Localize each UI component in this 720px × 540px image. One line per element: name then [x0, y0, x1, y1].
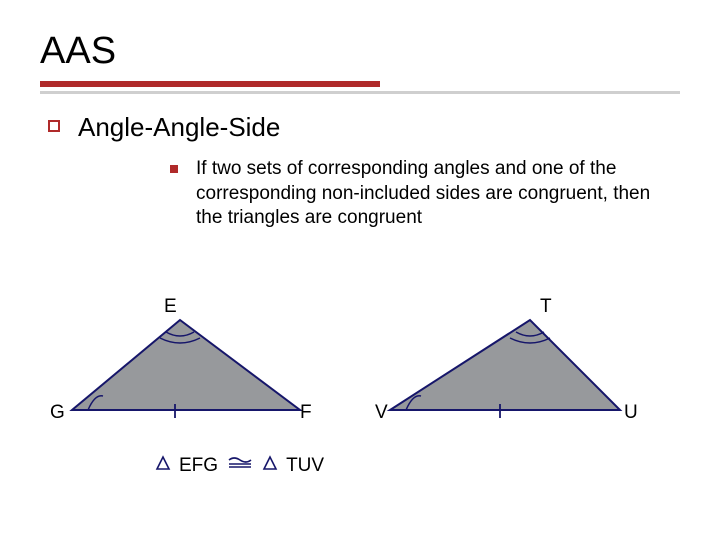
svg-text:G: G — [50, 402, 65, 423]
filled-square-icon — [170, 165, 178, 173]
title-rule-shadow — [40, 91, 680, 94]
svg-text:F: F — [300, 402, 312, 423]
congruence-left-name: EFG — [179, 455, 218, 477]
triangle-icon — [155, 455, 171, 477]
congruent-icon — [226, 455, 254, 477]
svg-text:T: T — [540, 296, 552, 317]
slide-title: AAS — [40, 30, 680, 73]
svg-text:E: E — [164, 296, 177, 317]
bullet1-text: Angle-Angle-Side — [78, 112, 280, 143]
bullet2-text: If two sets of corresponding angles and … — [196, 157, 660, 231]
triangles-diagram: E G F T V U — [0, 290, 720, 490]
diagram-area: E G F T V U EFG TUV — [0, 290, 720, 540]
svg-text:U: U — [624, 402, 638, 423]
bullet-level2: If two sets of corresponding angles and … — [170, 157, 660, 231]
bullet-level1: Angle-Angle-Side — [48, 112, 680, 143]
congruence-statement: EFG TUV — [155, 455, 324, 477]
title-rule — [40, 81, 380, 87]
congruence-right-name: TUV — [286, 455, 324, 477]
triangle-icon — [262, 455, 278, 477]
hollow-square-icon — [48, 120, 60, 132]
svg-text:V: V — [375, 402, 388, 423]
